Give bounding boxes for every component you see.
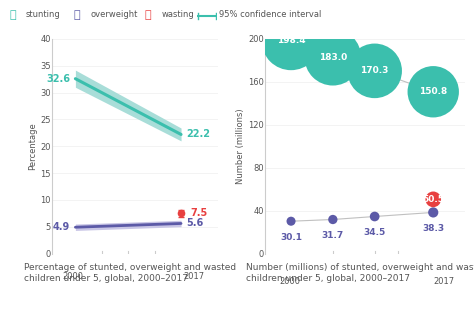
Text: 32.6: 32.6 [46, 74, 70, 84]
Text: wasting: wasting [161, 10, 194, 19]
Text: 198.4: 198.4 [277, 36, 305, 45]
Text: ⛹: ⛹ [73, 10, 80, 20]
Text: 2000: 2000 [280, 277, 301, 286]
Text: 38.3: 38.3 [422, 224, 444, 233]
Point [329, 217, 337, 222]
Text: 2017: 2017 [433, 277, 455, 286]
Point [429, 89, 437, 94]
Text: ⛹: ⛹ [145, 10, 151, 20]
Text: 5.6: 5.6 [186, 218, 204, 228]
Text: 2000: 2000 [63, 272, 84, 281]
Point [429, 197, 437, 202]
Point [287, 219, 295, 224]
Text: Number (millions) of stunted, overweight and wasted
children under 5, global, 20: Number (millions) of stunted, overweight… [246, 263, 474, 283]
Text: 22.2: 22.2 [186, 129, 210, 139]
Text: overweight: overweight [90, 10, 137, 19]
Text: 95% confidence interval: 95% confidence interval [219, 10, 321, 19]
Text: 34.5: 34.5 [364, 228, 386, 237]
Text: 150.8: 150.8 [419, 87, 447, 96]
Point [371, 68, 378, 73]
Text: 4.9: 4.9 [53, 222, 70, 232]
Point [329, 55, 337, 60]
Text: 7.5: 7.5 [191, 208, 208, 218]
Text: ⛹: ⛹ [9, 10, 16, 20]
Point [429, 210, 437, 215]
Point [371, 214, 378, 219]
Y-axis label: Percentage: Percentage [28, 123, 37, 170]
Text: 50.5: 50.5 [422, 195, 444, 204]
Text: 30.1: 30.1 [280, 233, 302, 242]
Text: Percentage of stunted, overweight and wasted
children under 5, global, 2000–2017: Percentage of stunted, overweight and wa… [24, 263, 236, 283]
Text: 31.7: 31.7 [322, 231, 344, 240]
Point [287, 38, 295, 43]
Text: stunting: stunting [26, 10, 61, 19]
Text: 2017: 2017 [183, 272, 204, 281]
Text: 183.0: 183.0 [319, 53, 347, 62]
Y-axis label: Number (millions): Number (millions) [237, 109, 246, 184]
Text: 170.3: 170.3 [360, 66, 389, 75]
